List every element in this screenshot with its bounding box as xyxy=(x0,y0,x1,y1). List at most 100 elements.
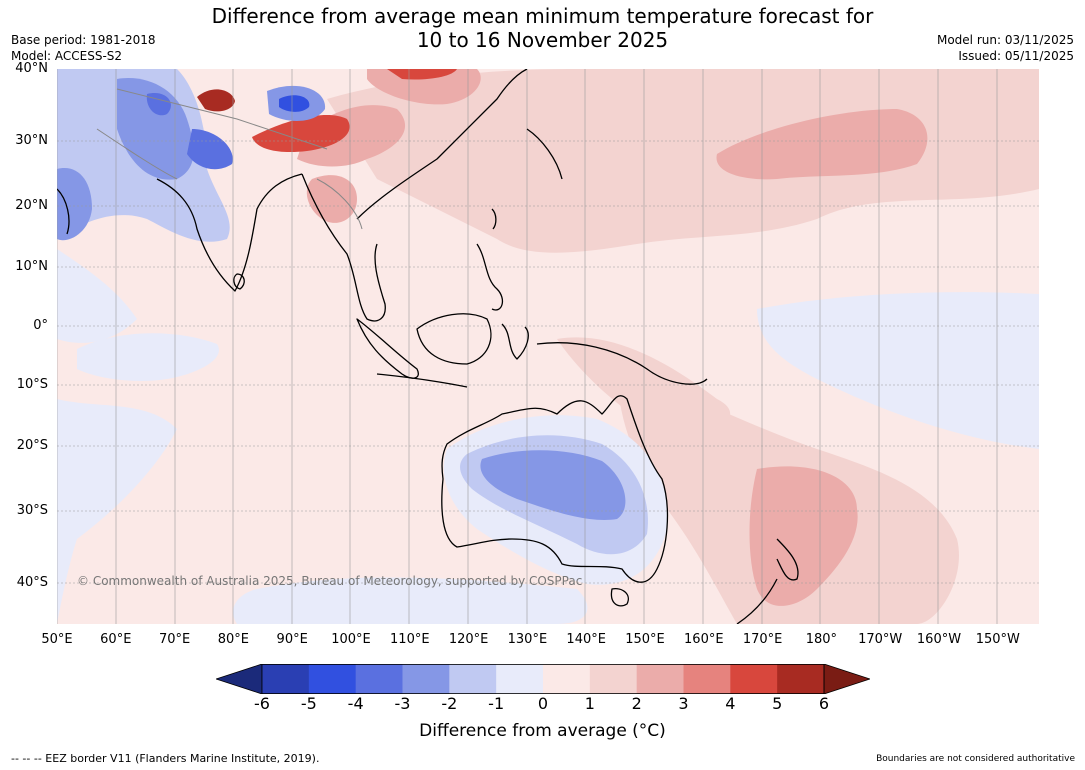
lon-label: 160°E xyxy=(684,632,724,647)
forecast-map xyxy=(57,69,1039,624)
colorbar-swatch xyxy=(683,664,731,694)
coast-china xyxy=(356,69,528,220)
lon-label: 90°E xyxy=(276,632,308,647)
coast-nz-south xyxy=(736,578,778,624)
coast-indochina xyxy=(301,173,386,322)
colorbar-swatch xyxy=(262,664,310,694)
lon-label: 160°W xyxy=(916,632,962,647)
lon-label: 120°E xyxy=(448,632,489,647)
title-line-1: Difference from average mean minimum tem… xyxy=(211,4,874,28)
colorbar-extend-low xyxy=(216,664,263,694)
coast-taiwan xyxy=(491,208,497,230)
coast-nz-north xyxy=(776,538,799,581)
model-name: Model: ACCESS-S2 xyxy=(11,49,123,63)
colorbar-tick-label: 3 xyxy=(678,694,689,713)
colorbar-tick-label: -4 xyxy=(347,694,364,713)
anomaly-hot-kashmir xyxy=(197,89,235,112)
coast-new-guinea xyxy=(536,342,708,385)
coast-australia xyxy=(441,395,669,583)
anomaly-hot-north xyxy=(387,69,457,80)
lon-label: 150°E xyxy=(625,632,665,647)
lon-label: 130°E xyxy=(507,632,548,647)
anomaly-cool-arabia xyxy=(57,168,92,241)
lon-label: 70°E xyxy=(158,632,191,647)
colorbar-tick-label: 4 xyxy=(725,694,736,713)
lon-label: 60°E xyxy=(100,632,132,647)
lat-label: 10°S xyxy=(16,377,48,392)
anomaly-cool-south-ocean xyxy=(233,577,588,624)
anomaly-cool-india-strong xyxy=(146,93,171,116)
colorbar xyxy=(216,664,870,694)
anomaly-warm-nz xyxy=(749,466,858,606)
chart-title: Difference from average mean minimum tem… xyxy=(0,4,1085,52)
anomaly-warm-china-2 xyxy=(367,69,481,105)
lon-label: 80°E xyxy=(217,632,250,647)
colorbar-swatch xyxy=(543,664,591,694)
lat-label: 30°N xyxy=(15,133,48,148)
lat-label: 20°N xyxy=(15,198,48,213)
coast-sulawesi xyxy=(501,323,529,360)
coastlines xyxy=(57,69,799,624)
anomaly-cool-tibet-strong xyxy=(279,95,310,112)
anomaly-cool-west-indian xyxy=(57,249,137,343)
lat-label: 0° xyxy=(33,318,48,333)
colorbar-tick-label: 0 xyxy=(537,694,549,713)
coast-java xyxy=(376,373,468,388)
coast-arabia xyxy=(57,188,70,235)
lon-label: 110°E xyxy=(390,632,430,647)
colorbar-swatch xyxy=(355,664,403,694)
anomaly-cool-south-indian-2 xyxy=(77,333,219,381)
anomaly-warm-pacific-north xyxy=(716,109,928,180)
coast-japan xyxy=(526,128,563,180)
colorbar-tick-label: 1 xyxy=(584,694,595,713)
lon-label: 100°E xyxy=(331,632,371,647)
coast-borneo xyxy=(416,313,492,365)
title-line-2: 10 to 16 November 2025 xyxy=(416,28,669,52)
colorbar-swatch xyxy=(636,664,684,694)
issued-date: Issued: 05/11/2025 xyxy=(958,49,1074,63)
boundaries-note: Boundaries are not considered authoritat… xyxy=(876,754,1075,764)
lon-label: 140°E xyxy=(566,632,606,647)
lon-label: 150°W xyxy=(975,632,1020,647)
coast-india xyxy=(156,173,303,292)
colorbar-tick-label: 5 xyxy=(772,694,783,713)
colorbar-swatch xyxy=(402,664,450,694)
run-info-right: Model run: 03/11/2025 Issued: 05/11/2025 xyxy=(937,32,1074,64)
meridians xyxy=(57,69,998,624)
anomaly-cool-australia-inner xyxy=(480,450,626,520)
lat-label: 20°S xyxy=(16,438,48,453)
colorbar-tick-label: -6 xyxy=(254,694,270,713)
lon-label: 170°E xyxy=(742,632,783,647)
lat-label: 40°S xyxy=(16,575,48,590)
colorbar-swatch xyxy=(589,664,638,694)
coast-sri-lanka xyxy=(233,273,245,290)
colorbar-swatch xyxy=(730,664,778,694)
colorbar-swatch xyxy=(496,664,544,694)
colorbar-extend-high xyxy=(823,664,870,694)
lat-label: 40°N xyxy=(15,61,48,76)
coast-tasmania xyxy=(610,588,629,607)
colorbar-tick-label: 6 xyxy=(818,694,830,713)
anomaly-hot-tibet xyxy=(252,115,350,153)
colorbar-swatch xyxy=(777,664,825,694)
colorbar-swatch xyxy=(449,664,497,694)
colorbar-tick-label: -3 xyxy=(394,694,411,713)
colorbar-swatch xyxy=(308,664,357,694)
colorbar-label: Difference from average (°C) xyxy=(419,721,666,741)
colorbar-tick-label: -1 xyxy=(488,694,505,713)
copyright-notice: © Commonwealth of Australia 2025, Bureau… xyxy=(77,574,583,588)
anomaly-cool-south-indian xyxy=(57,399,177,624)
borders xyxy=(96,88,363,230)
colorbar-frame xyxy=(261,664,825,694)
model-run-date: Model run: 03/11/2025 xyxy=(936,33,1074,47)
lon-label: 50°E xyxy=(41,632,73,647)
anomaly-warm-east-pacific-2 xyxy=(557,337,731,436)
anomaly-cool-east-pacific xyxy=(757,292,1039,449)
coast-philippines xyxy=(476,243,504,311)
colorbar-tick-label: -2 xyxy=(441,694,458,713)
colorbar-tick-label: -5 xyxy=(300,694,317,713)
anomaly-cool-bay-of-bengal xyxy=(187,129,233,170)
lon-label: 170°W xyxy=(858,632,903,647)
run-info-left: Base period: 1981-2018 Model: ACCESS-S2 xyxy=(11,32,156,64)
lon-label: 180° xyxy=(805,632,838,647)
